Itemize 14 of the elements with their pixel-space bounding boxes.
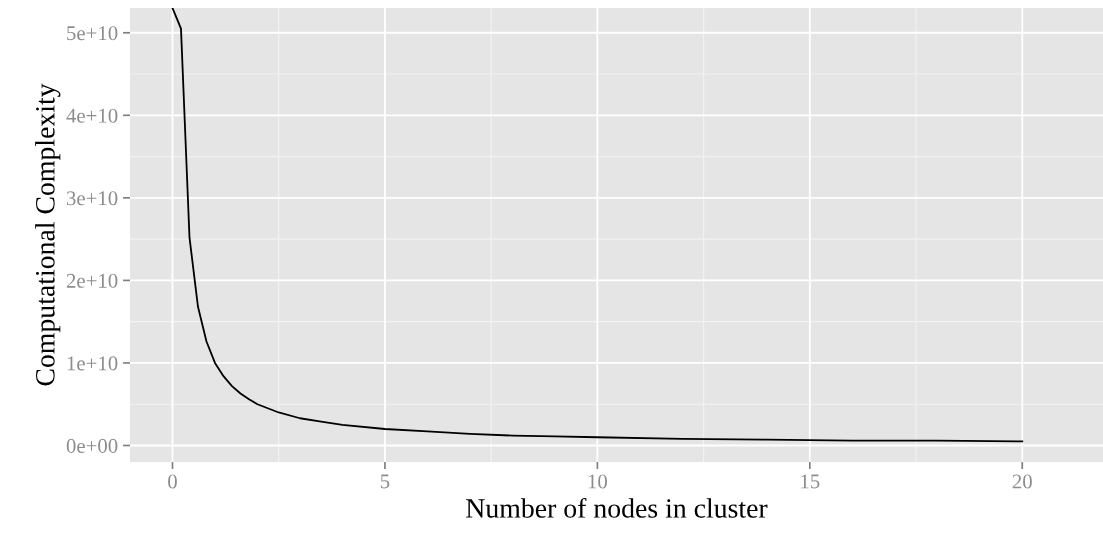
x-tick-label: 20 [1012, 474, 1032, 489]
y-tick-label: 0e+00 [66, 438, 118, 453]
line-series [171, 8, 1024, 443]
y-axis-title: Computational Complexity [35, 83, 61, 386]
y-tick-label: 4e+10 [66, 108, 118, 123]
y-tick-label: 2e+10 [66, 273, 118, 288]
x-tick-label: 0 [168, 474, 177, 489]
x-tick-label: 10 [588, 474, 607, 489]
y-tick-label: 1e+10 [67, 356, 118, 371]
y-tick-label: 3e+10 [66, 191, 118, 206]
x-tick-label: 15 [801, 474, 820, 489]
x-axis-title: Number of nodes in cluster [466, 497, 768, 518]
y-tick-label: 5e+10 [67, 26, 118, 41]
x-tick-label: 5 [380, 474, 390, 489]
